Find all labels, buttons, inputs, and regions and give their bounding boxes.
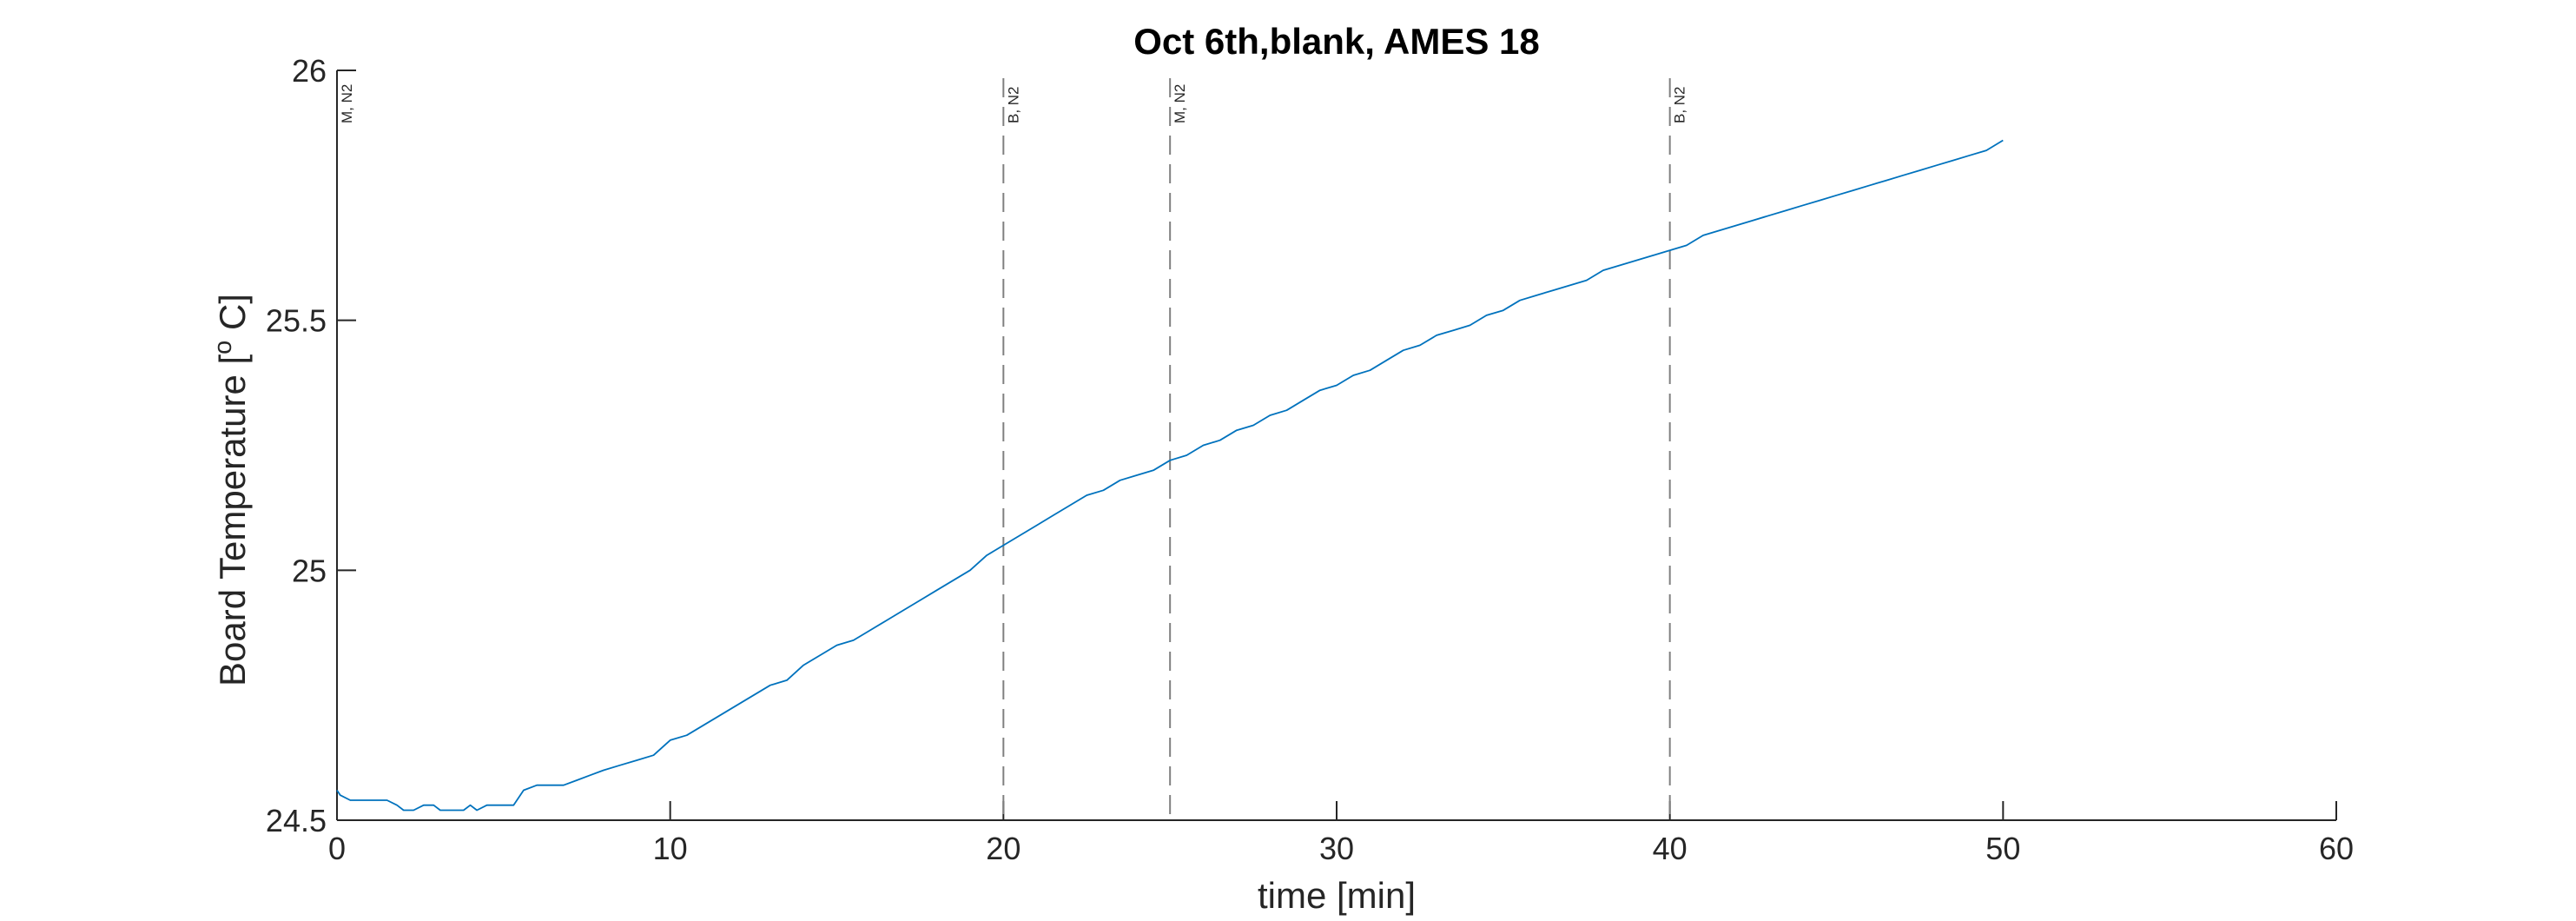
y-axis-title-main: Board Temperature [ xyxy=(212,354,253,686)
x-tick-label: 40 xyxy=(1653,831,1688,866)
x-tick-label: 30 xyxy=(1319,831,1354,866)
x-tick-label: 50 xyxy=(1985,831,2020,866)
series-line xyxy=(336,139,2004,812)
event-markers: M, N2 B, N2 M, N2 B, N2 xyxy=(339,78,1688,820)
x-tick-label: 10 xyxy=(653,831,688,866)
series-group xyxy=(336,139,2004,812)
y-axis-ticks: 24.5 25 25.5 26 xyxy=(266,53,356,838)
x-axis-title: time [min] xyxy=(1258,875,1416,916)
y-tick-label: 25 xyxy=(292,553,327,588)
y-axis-title-end: C] xyxy=(212,294,253,341)
x-tick-label: 60 xyxy=(2319,831,2354,866)
y-tick-label: 26 xyxy=(292,53,327,89)
y-tick-label: 25.5 xyxy=(266,303,327,339)
event-marker-label: B, N2 xyxy=(1005,86,1021,123)
x-axis-ticks: 0 10 20 30 40 50 60 xyxy=(328,801,2354,866)
event-marker-label: M, N2 xyxy=(1172,84,1188,123)
event-marker-label: B, N2 xyxy=(1672,86,1688,123)
y-axis-title-superscript: o xyxy=(209,341,237,354)
chart-title: Oct 6th,blank, AMES 18 xyxy=(1133,21,1540,62)
x-tick-label: 20 xyxy=(986,831,1020,866)
event-marker-label: M, N2 xyxy=(339,84,355,123)
x-tick-label: 0 xyxy=(328,831,346,866)
y-axis-title: Board Temperature [o C] xyxy=(209,294,253,686)
y-tick-label: 24.5 xyxy=(266,803,327,838)
